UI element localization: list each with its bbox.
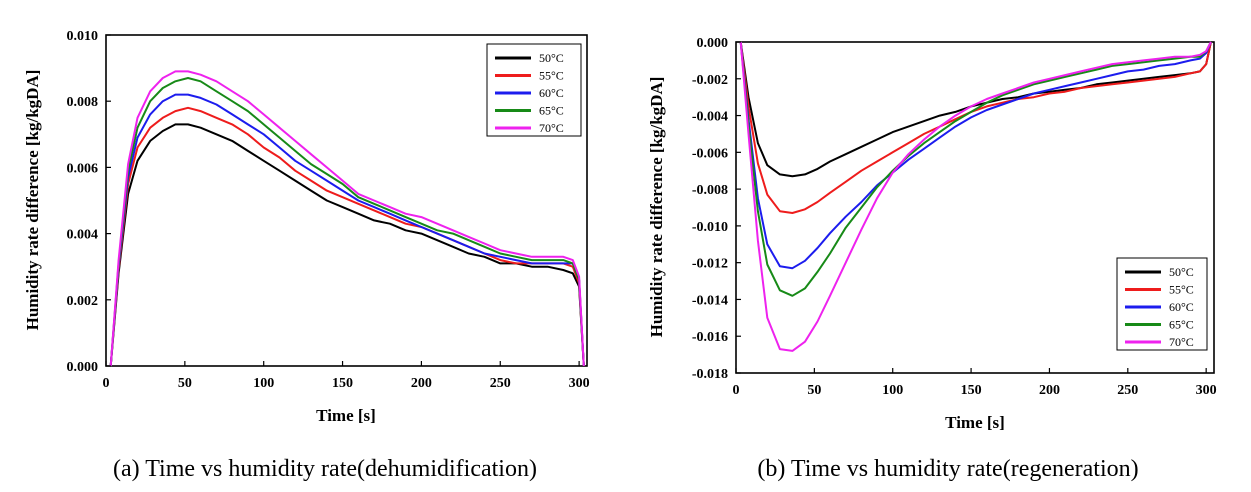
legend-label: 65°C	[1169, 318, 1194, 332]
y-tick-label: 0.008	[67, 95, 99, 110]
legend-label: 65°C	[539, 104, 564, 118]
y-tick-label: -0.014	[692, 293, 728, 308]
x-tick-label: 0	[103, 376, 110, 391]
chart-panel-dehumidification: 0.000 0.002 0.004 0.006 0.008 0.010 0 50 100 150…	[23, 29, 590, 482]
plot-frame	[105, 34, 588, 367]
series-line-3	[739, 41, 1212, 270]
series-line-2	[739, 41, 1212, 214]
series-lines	[109, 70, 585, 367]
x-axis-ticks: 0 50 100 150 200 250 300	[103, 361, 590, 391]
y-tick-label: -0.002	[692, 73, 728, 88]
y-tick-label: 0.006	[67, 161, 99, 176]
x-tick-label: 200	[1039, 383, 1060, 398]
series-line-4	[109, 77, 585, 367]
y-axis-ticks: 0.000 -0.002 -0.004 -0.006 -0.008 -0.010 -0.01…	[692, 36, 741, 382]
legend-label: 70°C	[539, 121, 564, 135]
y-axis-title: Humidity rate difference [kg/kgDA]	[23, 70, 42, 331]
x-tick-label: 100	[253, 376, 274, 391]
x-tick-label: 100	[882, 383, 903, 398]
legend-label: 50°C	[539, 51, 564, 65]
y-tick-label: -0.010	[692, 220, 728, 235]
x-tick-label: 300	[1196, 383, 1217, 398]
y-axis-ticks: 0.000 0.002 0.004 0.006 0.008 0.010	[67, 29, 111, 375]
y-tick-label: -0.008	[692, 183, 728, 198]
x-axis-title: Time [s]	[945, 413, 1005, 432]
plot-frame	[735, 41, 1215, 374]
y-tick-label: 0.000	[67, 360, 99, 375]
figure-caption: (b) Time vs humidity rate(regeneration)	[757, 456, 1138, 482]
y-tick-label: -0.016	[692, 330, 728, 345]
x-tick-label: 250	[490, 376, 511, 391]
legend-label: 60°C	[1169, 300, 1194, 314]
y-tick-label: 0.000	[697, 36, 729, 51]
y-tick-label: 0.002	[67, 294, 99, 309]
x-tick-label: 0	[733, 383, 740, 398]
x-tick-label: 300	[569, 376, 590, 391]
legend: 50°C 55°C 60°C 65°C 70°C	[486, 43, 582, 137]
legend-label: 70°C	[1169, 335, 1194, 349]
x-tick-label: 50	[807, 383, 821, 398]
x-axis-title: Time [s]	[316, 406, 376, 425]
y-tick-label: 0.010	[67, 29, 99, 44]
series-line-2	[109, 106, 585, 367]
y-tick-label: -0.006	[692, 146, 728, 161]
series-line-5	[739, 41, 1212, 352]
y-tick-label: -0.018	[692, 367, 728, 382]
y-tick-label: -0.012	[692, 257, 728, 272]
y-axis-title: Humidity rate difference [kg/kgDA]	[647, 77, 666, 338]
legend-label: 55°C	[1169, 283, 1194, 297]
legend: 50°C 55°C 60°C 65°C 70°C	[1116, 257, 1208, 351]
y-tick-label: -0.004	[692, 110, 728, 125]
legend-label: 50°C	[1169, 265, 1194, 279]
x-axis-ticks: 0 50 100 150 200 250 300	[733, 368, 1217, 398]
series-line-4	[739, 41, 1212, 297]
x-tick-label: 50	[178, 376, 192, 391]
x-tick-label: 250	[1117, 383, 1138, 398]
series-line-3	[109, 93, 585, 367]
legend-label: 60°C	[539, 86, 564, 100]
figure-caption: (a) Time vs humidity rate(dehumidificati…	[113, 456, 537, 482]
x-tick-label: 150	[332, 376, 353, 391]
series-line-1	[109, 123, 585, 367]
x-tick-label: 200	[411, 376, 432, 391]
chart-panel-regeneration: 0.000 -0.002 -0.004 -0.006 -0.008 -0.010 -0.01…	[647, 36, 1217, 482]
x-tick-label: 150	[961, 383, 982, 398]
y-tick-label: 0.004	[67, 228, 99, 243]
legend-label: 55°C	[539, 69, 564, 83]
series-line-5	[109, 70, 585, 367]
series-lines	[739, 41, 1212, 352]
